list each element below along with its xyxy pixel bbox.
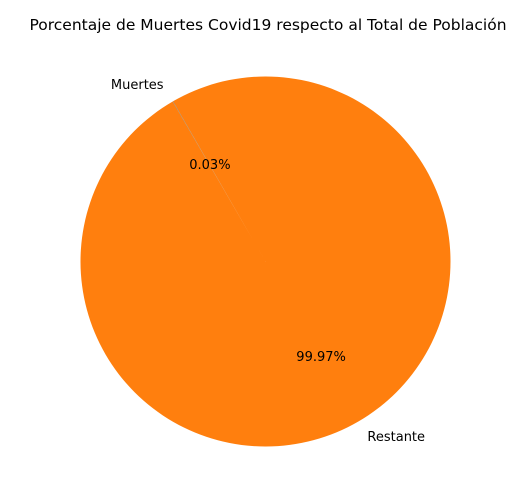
pie-slice-restante — [80, 77, 450, 447]
chart-title: Porcentaje de Muertes Covid19 respecto a… — [29, 16, 506, 34]
slice-label-muertes: Muertes — [111, 78, 164, 93]
slice-pct-restante: 99.97% — [296, 350, 346, 365]
slice-pct-muertes: 0.03% — [189, 158, 230, 173]
pie-slices — [80, 77, 450, 447]
slice-label-restante: Restante — [367, 430, 425, 445]
